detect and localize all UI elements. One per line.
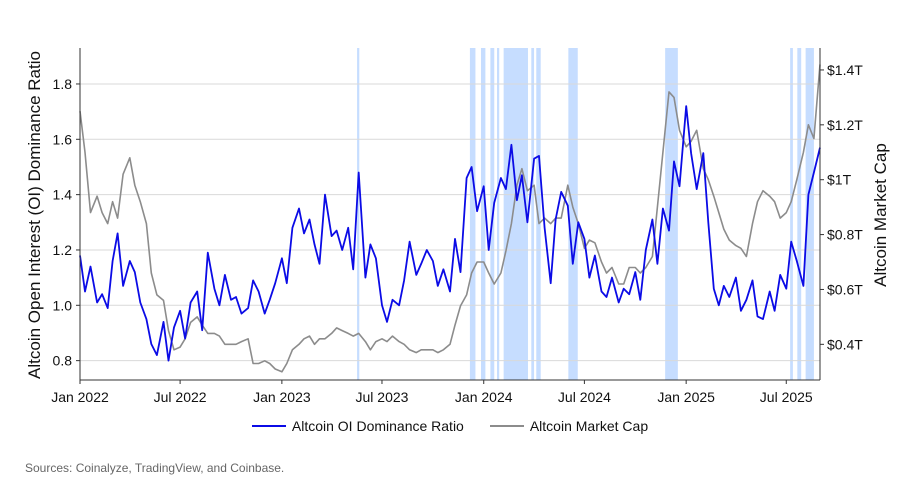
x-tick-label: Jan 2024 [455,389,513,405]
x-tick-label: Jul 2025 [760,389,813,405]
y-tick-label: 1.6 [53,131,73,147]
y2-tick-label: $1.4T [827,62,863,78]
highlight-band-2 [480,48,486,380]
axes [79,48,821,381]
highlight-band-8 [568,48,578,380]
legend-label-market-cap: Altcoin Market Cap [529,418,649,434]
x-tick-label: Jan 2023 [253,389,311,405]
x-tick-label: Jul 2023 [356,389,409,405]
y-tick-label: 0.8 [53,353,73,369]
grid-lines [80,83,820,362]
legend-label-ratio: Altcoin OI Dominance Ratio [291,418,464,434]
legend-item-market-cap: Altcoin Market Cap [489,418,649,434]
x-tick-label: Jan 2025 [657,389,715,405]
y2-tick-label: $1.2T [827,117,863,133]
y2-tick-label: $0.6T [827,281,863,297]
y2-axis-label: Altcoin Market Cap [871,143,890,287]
highlight-band-10 [790,48,793,380]
highlight-band-1 [469,48,476,380]
highlight-band-6 [531,48,535,380]
highlight-bands [357,48,814,380]
series-line-ratio [79,105,821,362]
highlight-band-12 [805,48,814,380]
y2-tick-label: $0.4T [827,336,863,352]
y2-tick-label: $0.8T [827,227,863,243]
highlight-band-5 [503,48,528,380]
x-tick-label: Jul 2022 [154,389,207,405]
highlight-band-0 [357,48,360,380]
y-tick-label: 1.8 [53,76,73,92]
highlight-band-4 [497,48,500,380]
legend-swatch-market-cap [489,425,524,427]
source-note: Sources: Coinalyze, TradingView, and Coi… [25,461,285,475]
series-line-market-cap [79,64,821,373]
y-tick-label: 1.4 [53,187,73,203]
legend-item-ratio: Altcoin OI Dominance Ratio [251,418,464,434]
series-lines [79,64,821,373]
highlight-band-11 [797,48,802,380]
legend-swatch-ratio [251,425,286,427]
x-tick-label: Jul 2024 [558,389,611,405]
y-tick-label: 1.0 [53,297,73,313]
legend: Altcoin OI Dominance Ratio Altcoin Marke… [0,415,900,437]
y2-tick-label: $1T [827,172,852,188]
tick-labels: Jan 2022 Jul 2022 Jan 2023 Jul 2023 Jan 2024… [51,62,863,405]
y-axis-label: Altcoin Open Interest (OI) Dominance Rat… [25,51,44,379]
x-tick-label: Jan 2022 [51,389,109,405]
highlight-band-9 [665,48,678,380]
y-tick-label: 1.2 [53,242,73,258]
